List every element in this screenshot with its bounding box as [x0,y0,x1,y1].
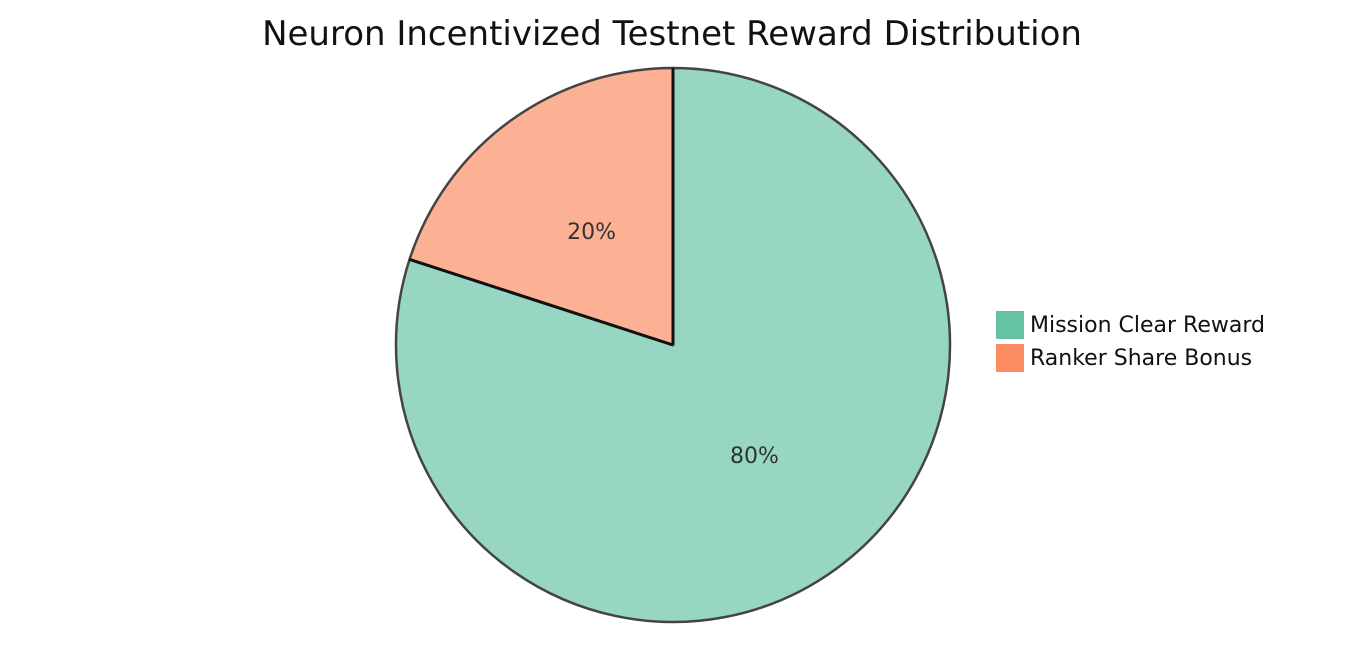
pie-slice-label: 80% [730,444,779,469]
legend-label: Mission Clear Reward [1030,313,1265,338]
legend-swatch [996,344,1024,372]
pie-slice-labels: 80% 20% [567,220,779,469]
pie-slice-label: 20% [567,220,616,245]
pie-slice-divider [409,257,674,347]
pie-slices [394,66,952,624]
chart-legend: Mission Clear Reward Ranker Share Bonus [996,311,1265,372]
legend-swatch [996,311,1024,339]
legend-label: Ranker Share Bonus [1030,346,1252,371]
chart-title: Neuron Incentivized Testnet Reward Distr… [262,14,1082,54]
pie-slice-ranker-share-bonus [408,66,675,347]
